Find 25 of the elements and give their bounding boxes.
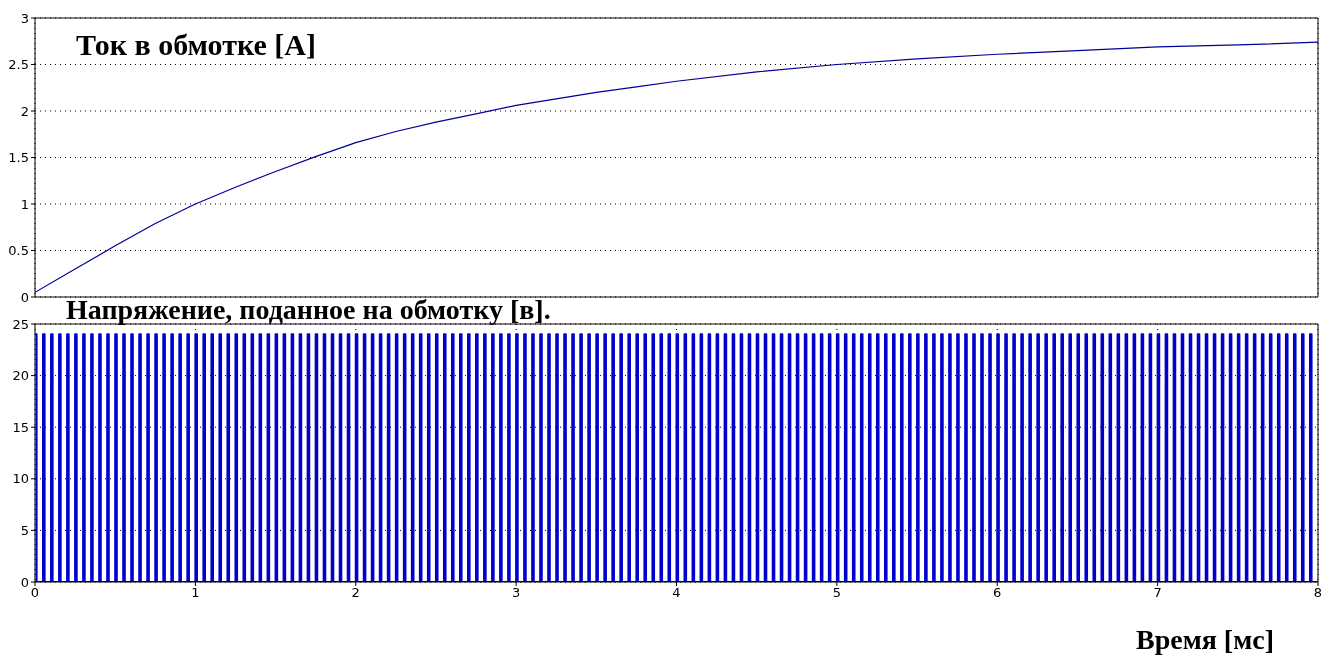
x-tick-label: 1: [191, 585, 200, 601]
y-tick-label: 20: [12, 368, 29, 384]
chart-title: Ток в обмотке [А]: [76, 28, 316, 61]
chart-title: Напряжение, поданное на обмотку [в].: [66, 294, 551, 325]
x-tick-label: 6: [993, 585, 1002, 601]
y-tick-label: 0: [20, 574, 29, 590]
y-tick-label: 0: [20, 289, 29, 305]
x-tick-label: 4: [672, 585, 681, 601]
y-tick-label: 5: [20, 523, 29, 539]
y-tick-label: 10: [12, 471, 29, 487]
x-tick-label: 7: [1153, 585, 1162, 601]
x-tick-label: 5: [832, 585, 842, 601]
x-axis-title: Время [мс]: [1135, 624, 1274, 655]
x-tick-label: 2: [351, 585, 360, 601]
y-tick-label: 2.5: [8, 57, 29, 73]
x-tick-label: 8: [1313, 585, 1323, 601]
y-tick-label: 3: [20, 10, 29, 26]
y-tick-label: 1.5: [8, 150, 29, 166]
y-tick-label: 2: [20, 103, 29, 119]
x-tick-label: 0: [30, 585, 40, 601]
y-tick-label: 0.5: [8, 243, 29, 259]
x-tick-label: 3: [511, 585, 521, 601]
y-tick-label: 1: [20, 196, 29, 212]
y-tick-label: 15: [12, 419, 29, 435]
y-tick-label: 25: [12, 316, 29, 332]
